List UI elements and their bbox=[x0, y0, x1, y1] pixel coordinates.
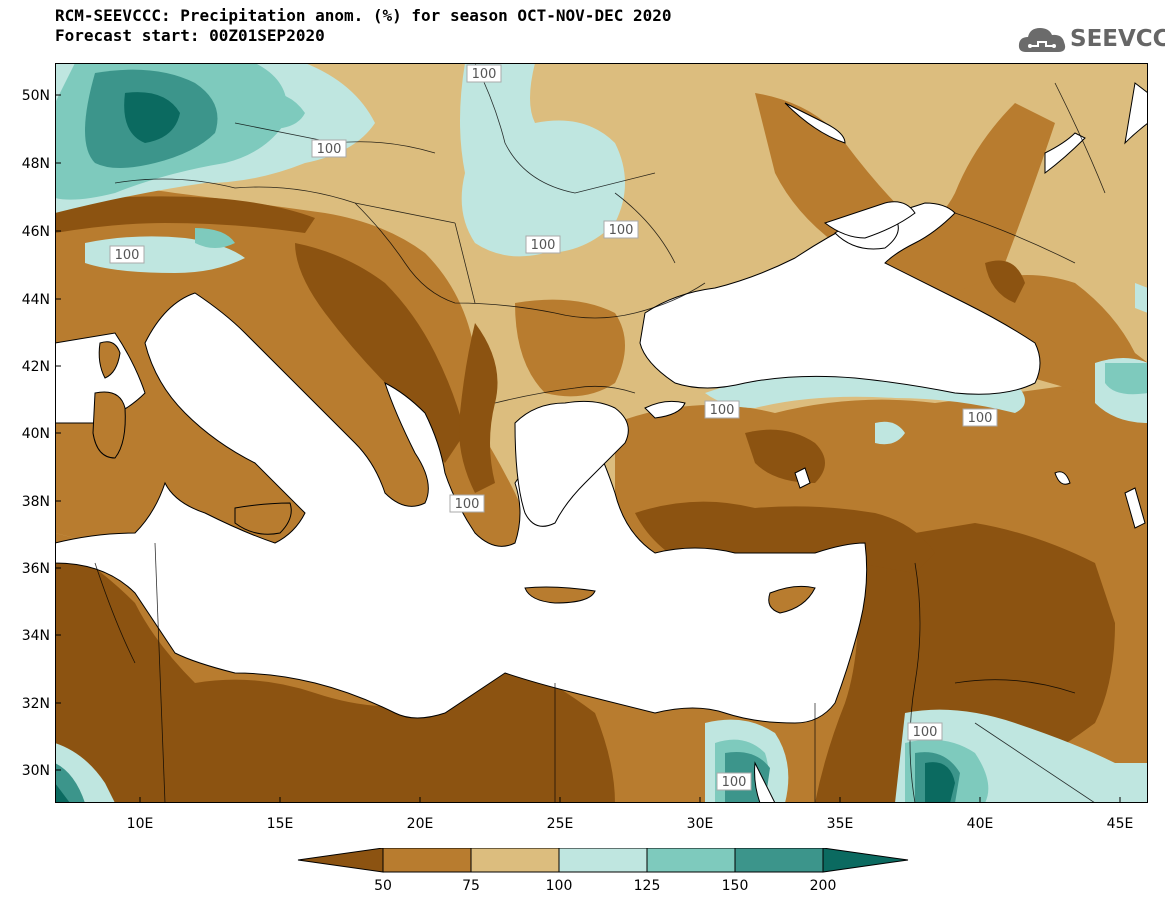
contour-label: 100 bbox=[716, 772, 752, 791]
contour-label: 100 bbox=[962, 408, 998, 427]
lon-label: 45E bbox=[1107, 816, 1134, 832]
lon-label: 10E bbox=[127, 816, 154, 832]
colorbar-125-150 bbox=[646, 848, 736, 873]
contour-label: 100 bbox=[525, 235, 561, 254]
colorbar-75-100 bbox=[470, 848, 560, 873]
lat-ticks bbox=[55, 94, 61, 771]
contour-labels: 100 100 100 100 100 100 bbox=[109, 64, 998, 791]
lat-label: 42N bbox=[22, 359, 50, 375]
cyprus bbox=[768, 585, 816, 614]
colorbar-tick: 125 bbox=[634, 878, 661, 894]
svg-text:100: 100 bbox=[531, 238, 556, 253]
lon-label: 40E bbox=[967, 816, 994, 832]
lat-label: 50N bbox=[22, 88, 50, 104]
chart-title: RCM-SEEVCCC: Precipitation anom. (%) for… bbox=[55, 6, 672, 46]
svg-text:100: 100 bbox=[115, 248, 140, 263]
title-line-1: RCM-SEEVCCC: Precipitation anom. (%) for… bbox=[55, 6, 672, 25]
lon-axis: 10E 15E 20E 25E 30E 35E 40E 45E bbox=[127, 816, 1134, 832]
lon-label: 15E bbox=[267, 816, 294, 832]
contour-label: 100 bbox=[603, 220, 639, 239]
logo-text: SEEVCCC bbox=[1070, 26, 1165, 52]
corsica bbox=[98, 341, 121, 379]
contour-label: 100 bbox=[466, 64, 502, 83]
colorbar-lt50 bbox=[297, 848, 384, 873]
colorbar: 50 75 100 125 150 200 bbox=[297, 848, 909, 894]
lat-label: 44N bbox=[22, 292, 50, 308]
country-borders bbox=[94, 63, 1106, 803]
lat-label: 30N bbox=[22, 763, 50, 779]
title-line-2: Forecast start: 00Z01SEP2020 bbox=[55, 26, 325, 45]
colorbar-tick: 50 bbox=[374, 878, 392, 894]
lat-label: 32N bbox=[22, 696, 50, 712]
lat-label: 40N bbox=[22, 426, 50, 442]
lat-label: 34N bbox=[22, 628, 50, 644]
lon-label: 20E bbox=[407, 816, 434, 832]
lon-label: 25E bbox=[547, 816, 574, 832]
svg-text:100: 100 bbox=[722, 775, 747, 790]
contour-label: 100 bbox=[704, 400, 740, 419]
lat-label: 38N bbox=[22, 494, 50, 510]
colorbar-tick: 75 bbox=[462, 878, 480, 894]
lat-label: 48N bbox=[22, 156, 50, 172]
contour-label: 100 bbox=[449, 494, 485, 513]
crimea bbox=[823, 201, 916, 239]
contour-label: 100 bbox=[907, 722, 943, 741]
seas bbox=[55, 82, 1148, 803]
lat-label: 36N bbox=[22, 561, 50, 577]
contour-label: 100 bbox=[311, 139, 347, 158]
lon-label: 30E bbox=[687, 816, 714, 832]
colorbar-tick: 100 bbox=[546, 878, 573, 894]
lon-ticks bbox=[139, 797, 1121, 803]
svg-text:100: 100 bbox=[317, 142, 342, 157]
seevccc-logo: SEEVCCC bbox=[1016, 20, 1165, 60]
colorbar-100-125 bbox=[558, 848, 648, 873]
crete bbox=[524, 586, 596, 604]
colorbar-tick: 200 bbox=[810, 878, 837, 894]
svg-text:100: 100 bbox=[472, 67, 497, 82]
anomaly-gt200 bbox=[55, 92, 955, 803]
lon-label: 35E bbox=[827, 816, 854, 832]
lat-axis: 50N 48N 46N 44N 42N 40N 38N 36N 34N 32N … bbox=[22, 88, 50, 779]
colorbar-gt200 bbox=[822, 848, 909, 873]
svg-text:100: 100 bbox=[968, 411, 993, 426]
svg-text:100: 100 bbox=[710, 403, 735, 418]
colorbar-tick: 150 bbox=[722, 878, 749, 894]
colorbar-50-75 bbox=[382, 848, 472, 873]
svg-text:100: 100 bbox=[609, 223, 634, 238]
contour-label: 100 bbox=[109, 245, 145, 264]
lat-label: 46N bbox=[22, 224, 50, 240]
precipitation-anomaly-map: 100 100 100 100 100 100 bbox=[55, 63, 1148, 803]
colorbar-150-200 bbox=[734, 848, 824, 873]
sardinia bbox=[92, 391, 126, 459]
islands bbox=[92, 201, 916, 614]
cloud-icon bbox=[1018, 28, 1066, 52]
svg-text:100: 100 bbox=[455, 497, 480, 512]
sicily bbox=[234, 502, 292, 535]
svg-text:100: 100 bbox=[913, 725, 938, 740]
